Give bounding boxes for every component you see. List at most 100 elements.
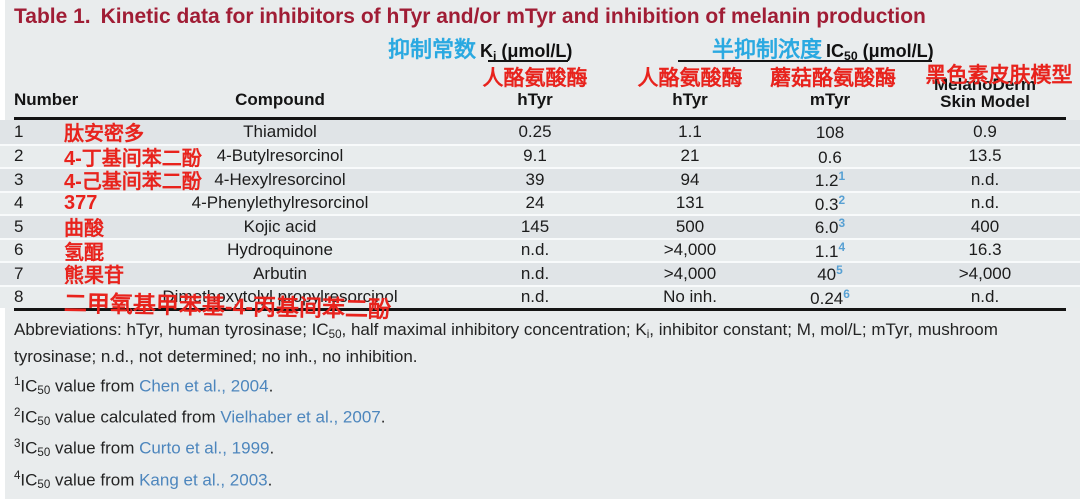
ki-htyr-value: n.d. <box>520 287 550 307</box>
table-row: 7 Arbutin n.d. >4,000 405 >4,000 熊果苷 <box>0 261 1080 288</box>
column-header-ki-htyr: hTyr <box>517 90 553 109</box>
column-headers: Number Compound hTyr hTyr mTyr <box>0 90 1080 110</box>
group-header-ic50: 半抑制浓度 IC50 (μmol/L) <box>712 32 934 64</box>
compound-name: Dimethoxytolyl propylresorcinol <box>162 287 398 307</box>
ki-htyr-value: 39 <box>525 169 545 189</box>
citation-link[interactable]: Curto et al., 1999 <box>139 438 270 458</box>
ic50-htyr-value: >4,000 <box>663 240 717 260</box>
compound-name: Hydroquinone <box>227 240 333 260</box>
compound-name: Thiamidol <box>243 121 317 141</box>
ic50-mtyr-value: 1.21 <box>814 169 846 190</box>
ic50-symbol-sub: 50 <box>844 49 858 64</box>
compound-name: 4-Hexylresorcinol <box>214 169 346 189</box>
melanoderm-line2: Skin Model <box>940 92 1030 111</box>
footnote-4: 4IC50 value from Kang et al., 2003. <box>14 469 273 491</box>
ki-symbol-sub: i <box>493 49 497 64</box>
compound-annotation-cn: 氢醌 <box>64 241 104 264</box>
ki-annotation-cn: 抑制常数 <box>388 37 477 62</box>
ic50-group-underline <box>678 60 932 62</box>
compound-annotation-cn: 肽安密多 <box>64 123 144 146</box>
citation-link[interactable]: Kang et al., 2003 <box>139 469 268 489</box>
row-number: 4 <box>14 193 24 213</box>
ic50-htyr-value: 21 <box>680 146 700 166</box>
column-header-melanoderm: MelanoDerm Skin Model <box>890 76 1080 110</box>
ic50-htyr-value: 94 <box>680 169 700 189</box>
table-body: 1 Thiamidol 0.25 1.1 108 0.9 肽安密多 2 4-Bu… <box>0 120 1080 322</box>
column-header-ic50-htyr: hTyr <box>672 90 708 109</box>
table-title-label: Table 1. <box>14 5 91 28</box>
footnote-1: 1IC50 value from Chen et al., 2004. <box>14 375 274 398</box>
melanoderm-line1: MelanoDerm <box>933 75 1037 94</box>
compound-name: Arbutin <box>253 263 307 283</box>
row-number: 7 <box>14 263 24 283</box>
melanoderm-value: n.d. <box>970 169 1000 189</box>
citation-link[interactable]: Vielhaber et al., 2007 <box>220 407 381 427</box>
ki-htyr-value: n.d. <box>520 240 550 260</box>
column-annotations-cn: 人酪氨酸酶 人酪氨酸酶 蘑菇酪氨酸酶 黑色素皮肤模型 <box>0 62 1080 92</box>
row-number: 2 <box>14 146 24 166</box>
melanoderm-annotation-cn: 黑色素皮肤模型 <box>925 64 1073 87</box>
footnote-3: 3IC50 value from Curto et al., 1999. <box>14 438 275 460</box>
row-number: 5 <box>14 216 24 236</box>
melanoderm-value: 13.5 <box>968 146 1002 166</box>
compound-annotation-cn: 377 <box>64 191 98 214</box>
abbreviations-text: Abbreviations: hTyr, human tyrosinase; I… <box>14 320 998 367</box>
row-number: 1 <box>14 121 24 141</box>
table-row: 3 4-Hexylresorcinol 39 94 1.21 n.d. 4-己基… <box>0 167 1080 193</box>
ic50-mtyr-value: 0.32 <box>814 192 846 214</box>
melanoderm-value: >4,000 <box>958 263 1012 283</box>
ic50-mtyr-value: 108 <box>815 122 845 142</box>
compound-annotation-cn: 二甲氧基甲苯基-4-丙基间苯二酚 <box>63 289 392 322</box>
ic50-mtyr-value: 0.246 <box>810 286 850 308</box>
melanoderm-value: 0.9 <box>973 121 997 141</box>
table-row: 2 4-Butylresorcinol 9.1 21 0.6 13.5 4-丁基… <box>0 143 1080 170</box>
melanoderm-value: n.d. <box>970 287 1000 307</box>
ic50-mtyr-value: 1.14 <box>814 239 846 261</box>
ic50-unit: (μmol/L) <box>857 41 934 61</box>
compound-annotation-cn: 4-丁基间苯二酚 <box>64 147 202 170</box>
ki-symbol: K <box>480 41 494 61</box>
ki-group-underline <box>488 60 568 62</box>
compound-name: Kojic acid <box>243 216 317 236</box>
melanoderm-value: 400 <box>970 216 1000 236</box>
row-number: 6 <box>14 240 24 260</box>
column-header-compound: Compound <box>235 90 325 109</box>
header-rule <box>14 117 1066 120</box>
ic50-mtyr-value: 405 <box>817 263 843 284</box>
ki-htyr-value: n.d. <box>520 263 550 283</box>
compound-name: 4-Butylresorcinol <box>216 146 344 166</box>
footnote-2: 2IC50 value calculated from Vielhaber et… <box>14 407 386 429</box>
table-title: Table 1. Kinetic data for inhibitors of h… <box>14 5 926 29</box>
ic50-symbol: IC <box>826 41 845 61</box>
melanoderm-value: 16.3 <box>968 240 1002 260</box>
table-title-text: Kinetic data for inhibitors of hTyr and/… <box>100 5 926 28</box>
ki-htyr-value: 24 <box>525 193 545 213</box>
ki-htyr-value: 0.25 <box>518 121 552 141</box>
table-row: 1 Thiamidol 0.25 1.1 108 0.9 肽安密多 <box>0 120 1080 146</box>
group-header-ki: 抑制常数 Ki (μmol/L) <box>388 32 572 64</box>
row-number: 3 <box>14 169 24 189</box>
ki-unit: (μmol/L) <box>496 41 573 61</box>
compound-annotation-cn: 熊果苷 <box>64 265 124 288</box>
ki-htyr-value: 145 <box>520 216 550 236</box>
table-header: Table 1. Kinetic data for inhibitors of h… <box>0 0 1080 120</box>
melanoderm-value: n.d. <box>970 193 1000 213</box>
reference-superscript: 3 <box>838 216 846 230</box>
ic50-htyr-value: 500 <box>675 216 705 236</box>
ic50-htyr-value: 1.1 <box>678 121 702 141</box>
ki-htyr-annotation-cn: 人酪氨酸酶 <box>482 67 588 90</box>
table-row: 4 4-Phenylethylresorcinol 24 131 0.32 n.… <box>0 190 1080 214</box>
ic50-htyr-value: No inh. <box>663 287 717 307</box>
citation-link[interactable]: Chen et al., 2004 <box>139 376 269 396</box>
ki-htyr-value: 9.1 <box>523 146 547 166</box>
ic50-htyr-value: >4,000 <box>663 263 717 283</box>
reference-superscript: 1 <box>838 169 846 183</box>
footnotes: Abbreviations: hTyr, human tyrosinase; I… <box>0 313 1080 499</box>
compound-name: 4-Phenylethylresorcinol <box>191 193 369 213</box>
ic50-mtyr-value: 6.03 <box>814 216 846 237</box>
ic50-mtyr-value: 0.6 <box>818 147 842 167</box>
row-number: 8 <box>14 287 24 307</box>
table-row: 6 Hydroquinone n.d. >4,000 1.14 16.3 氢醌 <box>0 237 1080 264</box>
ic50-htyr-value: 131 <box>675 193 705 213</box>
ic50-htyr-annotation-cn: 人酪氨酸酶 <box>637 67 743 90</box>
